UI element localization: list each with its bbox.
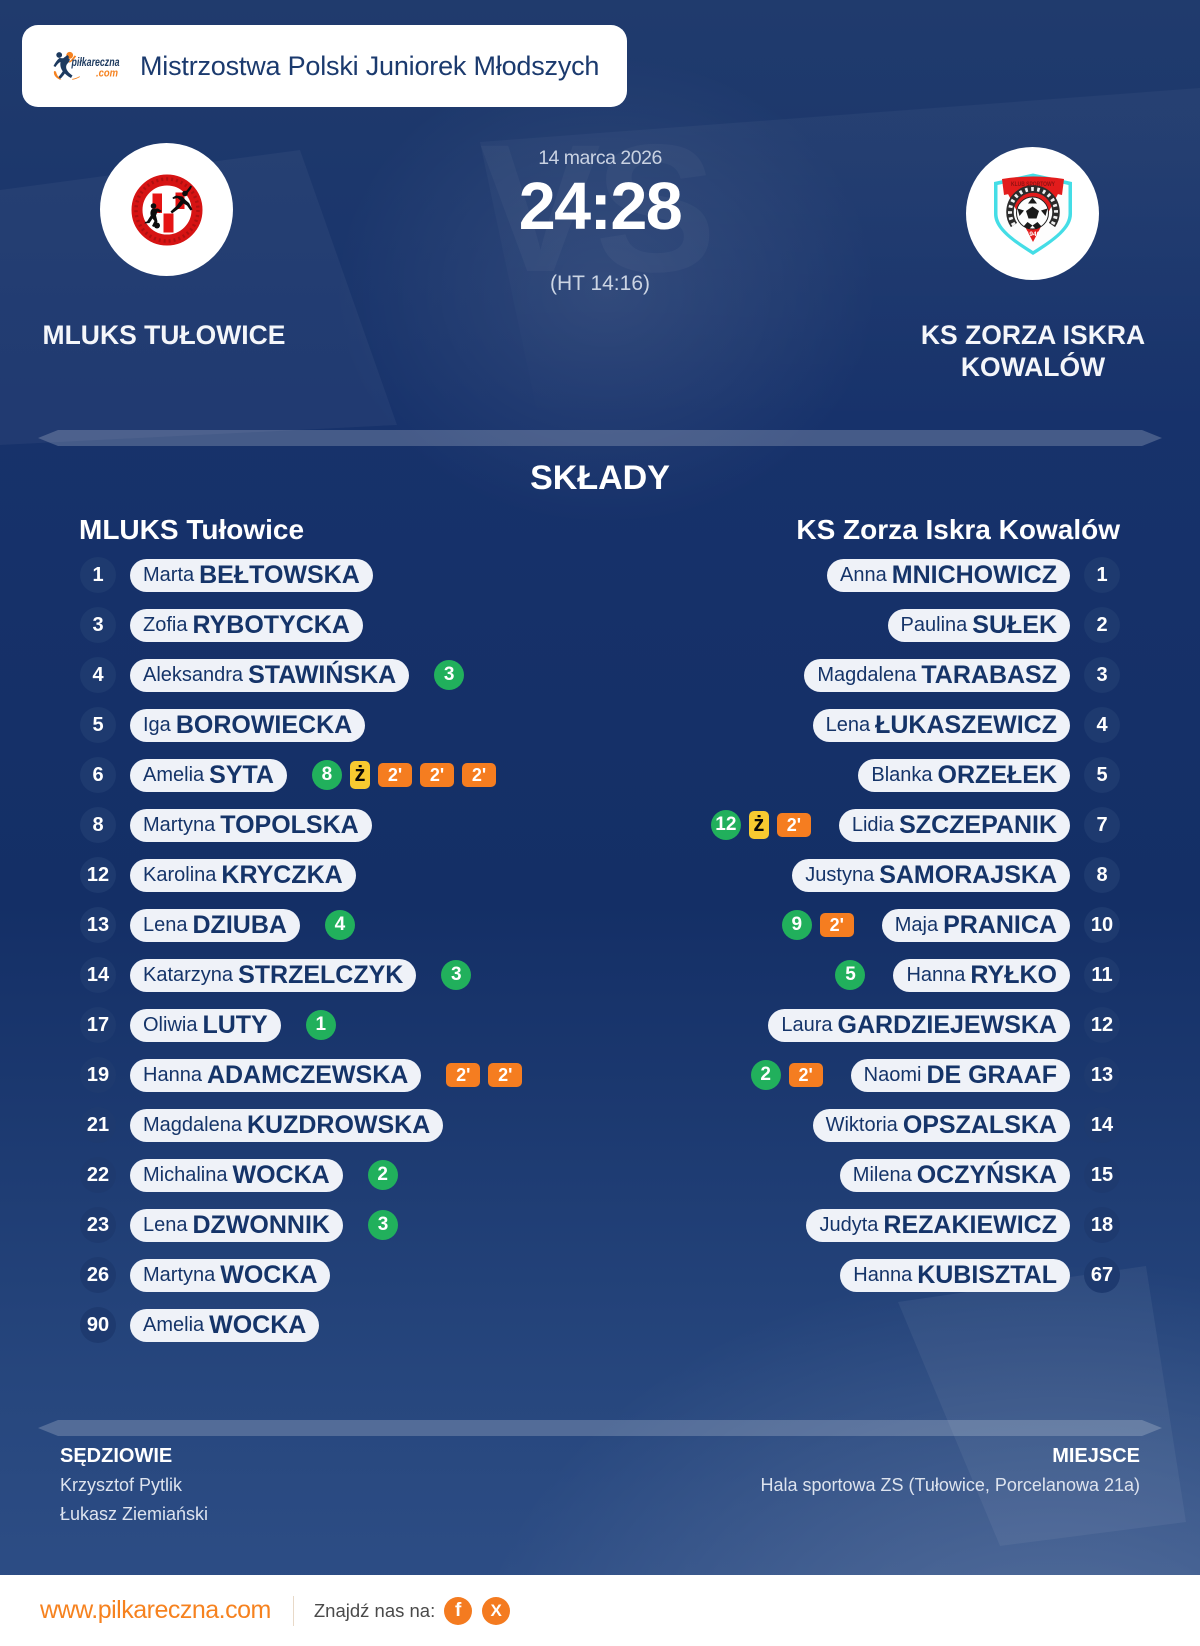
svg-text:KLUB SPORTOWY: KLUB SPORTOWY [1011, 182, 1055, 188]
svg-text:1946: 1946 [1025, 231, 1040, 238]
svg-text:.com: .com [96, 68, 118, 80]
svg-text:piłkareczna: piłkareczna [71, 55, 120, 69]
